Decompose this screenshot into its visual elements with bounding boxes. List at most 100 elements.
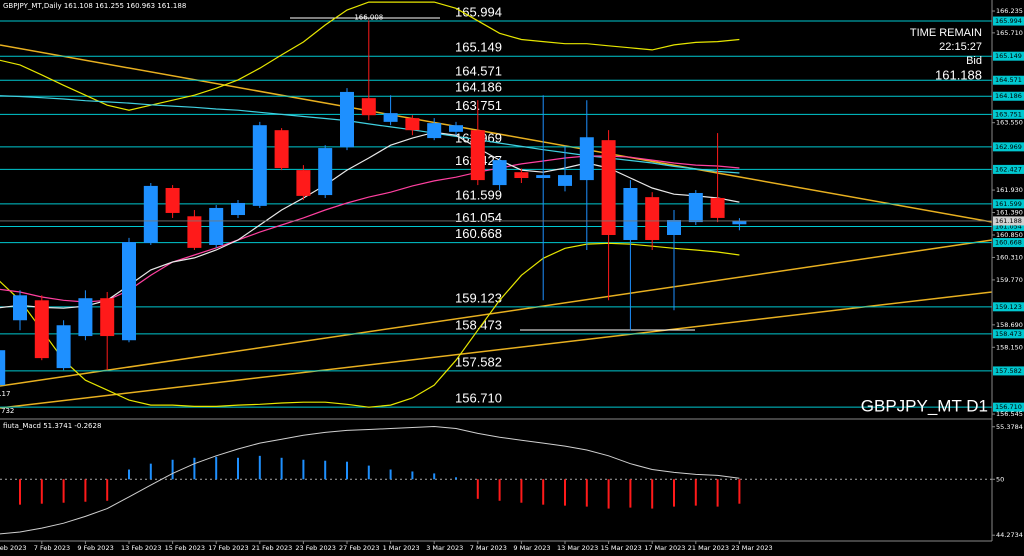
indicator-line	[0, 155, 740, 303]
candle-body	[13, 295, 27, 321]
candle-body	[56, 325, 71, 369]
level-price-label: 156.710	[995, 403, 1022, 411]
level-price-box	[993, 16, 1024, 26]
price-box	[993, 216, 1024, 226]
histogram-bar	[302, 459, 305, 480]
level-price-box	[993, 366, 1024, 376]
x-tick-label: 7 Feb 2023	[34, 544, 70, 552]
histogram-bar	[106, 479, 109, 501]
histogram-bar	[215, 456, 218, 480]
candle-body	[470, 130, 485, 181]
level-price-label: 159.123	[995, 303, 1022, 311]
y-tick-label: 160.310	[996, 253, 1023, 261]
x-tick-label: 9 Feb 2023	[77, 544, 113, 552]
level-label: 164.571	[455, 64, 502, 79]
level-price-label: 160.668	[995, 239, 1022, 247]
x-tick-label: 23 Mar 2023	[731, 544, 772, 552]
histogram-bar	[149, 463, 152, 480]
bid-label: Bid	[966, 55, 982, 67]
time-remain-label: TIME REMAIN	[910, 27, 982, 39]
x-tick-label: 15 Mar 2023	[601, 544, 642, 552]
candle-body	[732, 220, 747, 225]
level-label: 164.186	[455, 80, 502, 95]
candle-body	[405, 118, 420, 131]
level-price-box	[993, 109, 1024, 119]
level-price-label: 165.149	[995, 52, 1022, 60]
level-price-label: 161.599	[995, 200, 1022, 208]
indicator-title: fiuta_Macd 51.3741 -0.2628	[3, 422, 101, 430]
candle-body	[710, 197, 725, 218]
y-tick-label: 166.235	[996, 7, 1023, 15]
trendline	[0, 291, 992, 409]
level-price-label: 164.571	[995, 76, 1022, 84]
x-tick-label: 3 Mar 2023	[426, 544, 463, 552]
level-price-label: 157.582	[995, 367, 1022, 375]
level-label: 159.123	[455, 290, 502, 305]
candle-body	[383, 113, 398, 122]
level-label: 156.710	[455, 391, 502, 406]
level-price-label: 162.969	[995, 143, 1022, 151]
x-tick-label: 21 Feb 2023	[252, 544, 292, 552]
histogram-bar	[84, 479, 87, 502]
x-tick-label: 3 Feb 2023	[0, 544, 27, 552]
trendline	[0, 44, 992, 223]
candle-body	[34, 300, 49, 359]
candle-body	[231, 202, 245, 216]
candle-body	[340, 91, 354, 148]
histogram-bar	[476, 479, 479, 499]
macd-line	[0, 425, 740, 535]
candle-body	[623, 187, 638, 240]
x-tick-label: 13 Mar 2023	[557, 544, 598, 552]
histogram-bar	[258, 455, 261, 480]
histogram-bar	[542, 479, 545, 505]
y-tick-label: 44.2734	[996, 531, 1023, 539]
level-price-label: 165.994	[995, 17, 1022, 25]
x-tick-label: 27 Feb 2023	[339, 544, 379, 552]
candle-body	[361, 98, 376, 116]
candle-body	[645, 197, 660, 240]
y-tick-label: 165.710	[996, 29, 1023, 37]
level-price-box	[993, 238, 1024, 248]
level-price-box	[993, 91, 1024, 101]
candle-body	[122, 242, 136, 341]
y-tick-label: 160.850	[996, 231, 1023, 239]
level-label: 157.582	[455, 354, 502, 369]
candle-body	[514, 172, 529, 179]
indicator-line	[0, 131, 740, 309]
y-tick-label: 161.930	[996, 186, 1023, 194]
x-tick-label: 21 Mar 2023	[688, 544, 729, 552]
x-tick-label: 1 Mar 2023	[383, 544, 420, 552]
histogram-bar	[237, 457, 239, 480]
candle-body	[252, 125, 267, 206]
level-price-box	[993, 164, 1024, 174]
level-label: 163.751	[455, 98, 502, 113]
histogram-bar	[389, 469, 392, 480]
level-price-box	[993, 142, 1024, 152]
histogram-bar	[564, 479, 566, 506]
candle-body	[492, 160, 507, 186]
left-label: 732	[1, 407, 14, 415]
candle-body	[78, 298, 93, 337]
indicator-line	[0, 242, 740, 408]
y-tick-label: 50	[996, 475, 1004, 483]
indicator-line	[0, 1, 740, 111]
time-remain: 22:15:27	[939, 41, 982, 53]
candle-body	[0, 350, 6, 386]
level-price-label: 161.054	[995, 223, 1022, 231]
histogram-bar	[520, 479, 523, 503]
y-tick-label: 159.770	[996, 276, 1023, 284]
level-price-box	[993, 51, 1024, 61]
histogram-bar	[607, 479, 610, 509]
level-price-box	[993, 222, 1024, 232]
level-label: 161.054	[455, 210, 502, 225]
histogram-bar	[651, 479, 654, 509]
bid-price: 161.188	[935, 67, 982, 82]
level-price-box	[993, 329, 1024, 339]
main-panel: 165.994165.149164.571164.186163.751162.9…	[0, 1, 992, 408]
x-tick-label: 7 Mar 2023	[470, 544, 507, 552]
candle-body	[449, 125, 463, 132]
candle-body	[274, 130, 289, 169]
histogram-bar	[716, 479, 719, 507]
level-price-box	[993, 75, 1024, 85]
x-tick-label: 23 Feb 2023	[295, 544, 335, 552]
